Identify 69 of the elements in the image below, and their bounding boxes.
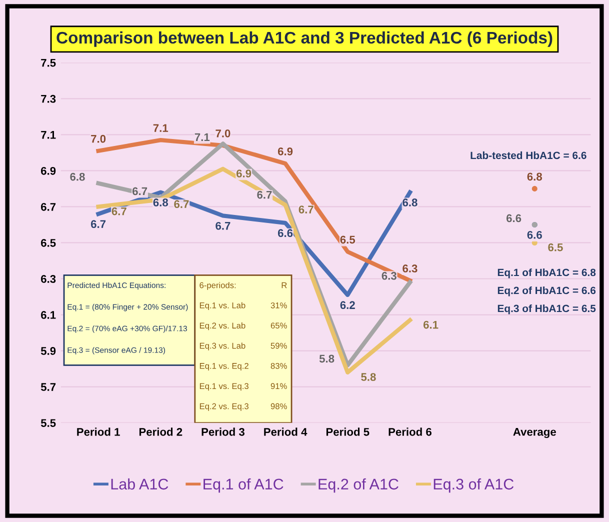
legend-label: Eq.3 of A1C [434, 478, 514, 493]
y-tick-label: 5.7 [40, 383, 56, 391]
annotation: Eq.2 vs. Eq.3 [200, 403, 248, 411]
data-label: 7.1 [153, 124, 168, 132]
x-tick-label: Period 4 [264, 428, 308, 436]
annotation: Eq.1 vs. Eq.2 [200, 362, 248, 371]
annotation: 59% [270, 342, 287, 349]
data-label: 6.7 [216, 222, 230, 230]
legend-label: Eq.2 of A1C [318, 478, 398, 493]
y-tick-label: 5.5 [40, 419, 56, 427]
annotation: Eq.2 vs. Lab [200, 322, 246, 330]
data-label: 6.2 [340, 301, 355, 310]
data-label: 6.3 [382, 272, 396, 280]
data-label: 6.1 [423, 320, 438, 329]
y-tick-label: 6.1 [41, 311, 56, 319]
x-tick-label: Period 5 [326, 428, 370, 436]
data-label: 6.7 [174, 200, 189, 208]
y-tick-label: 6.7 [41, 202, 56, 211]
y-tick-label: 5.9 [40, 347, 56, 355]
annotation: 98% [270, 403, 287, 410]
annotation: 65% [270, 322, 287, 329]
x-tick-label: Period 1 [77, 428, 120, 436]
x-tick-label: Period 6 [388, 428, 432, 436]
y-tick-label: 6.5 [41, 238, 56, 247]
data-label: 6.7 [298, 206, 314, 214]
annotation: Eq.3 vs. Lab [200, 342, 246, 350]
data-label: 6.7 [112, 207, 126, 216]
y-tick-label: 6.3 [41, 275, 56, 283]
data-label: 6.7 [257, 190, 272, 199]
legend-label: Eq.1 of A1C [204, 478, 284, 493]
data-label: 6.8 [153, 198, 168, 206]
annotation: Eq.2 of HbA1C = 6.6 [498, 286, 596, 296]
annotation: 6-periods: [200, 282, 236, 290]
annotation: Eq.1 vs. Lab [200, 302, 246, 310]
y-tick-label: 6.9 [41, 166, 56, 175]
chart-title: Comparison between Lab A1C and 3 Predicted A1C (6 Periods) [56, 31, 552, 47]
data-label: 6.6 [527, 230, 542, 239]
data-label: 6.7 [90, 220, 106, 228]
data-label: 6.8 [402, 198, 418, 206]
annotation: 91% [270, 383, 287, 390]
x-tick-label: Period 2 [139, 428, 182, 436]
y-tick-label: 7.5 [41, 59, 56, 67]
annotation: Eq.1 vs. Eq.3 [200, 383, 248, 391]
data-label: 7.1 [194, 133, 210, 141]
x-tick-label: Average [513, 428, 556, 438]
data-label: 6.6 [278, 229, 293, 238]
data-label: 6.8 [527, 172, 542, 181]
data-label: 7.0 [216, 129, 230, 138]
data-label: 6.9 [236, 170, 252, 178]
annotation: Eq.1 of HbA1C = 6.8 [498, 268, 596, 278]
y-tick-label: 7.1 [41, 131, 56, 139]
annotation: 83% [270, 362, 287, 369]
annotation: Lab-tested HbA1C = 6.6 [470, 151, 586, 160]
data-label: 5.8 [319, 354, 334, 363]
annotation: R [282, 282, 287, 288]
legend-label: Lab A1C [111, 478, 168, 490]
data-label: 6.6 [506, 214, 522, 222]
data-label: 6.8 [70, 172, 85, 181]
data-label: 6.9 [278, 147, 293, 156]
data-label: 5.8 [361, 373, 376, 381]
y-tick-label: 7.3 [41, 94, 56, 103]
annotation: 31% [270, 302, 287, 308]
data-label: 7.0 [91, 134, 106, 143]
annotation: Eq.3 of HbA1C = 6.5 [498, 304, 596, 314]
data-label: 6.7 [132, 187, 148, 196]
data-label: 6.5 [340, 236, 356, 244]
x-tick-label: Period 3 [202, 428, 244, 436]
data-label: 6.3 [402, 264, 418, 272]
data-label: 6.5 [548, 243, 563, 252]
